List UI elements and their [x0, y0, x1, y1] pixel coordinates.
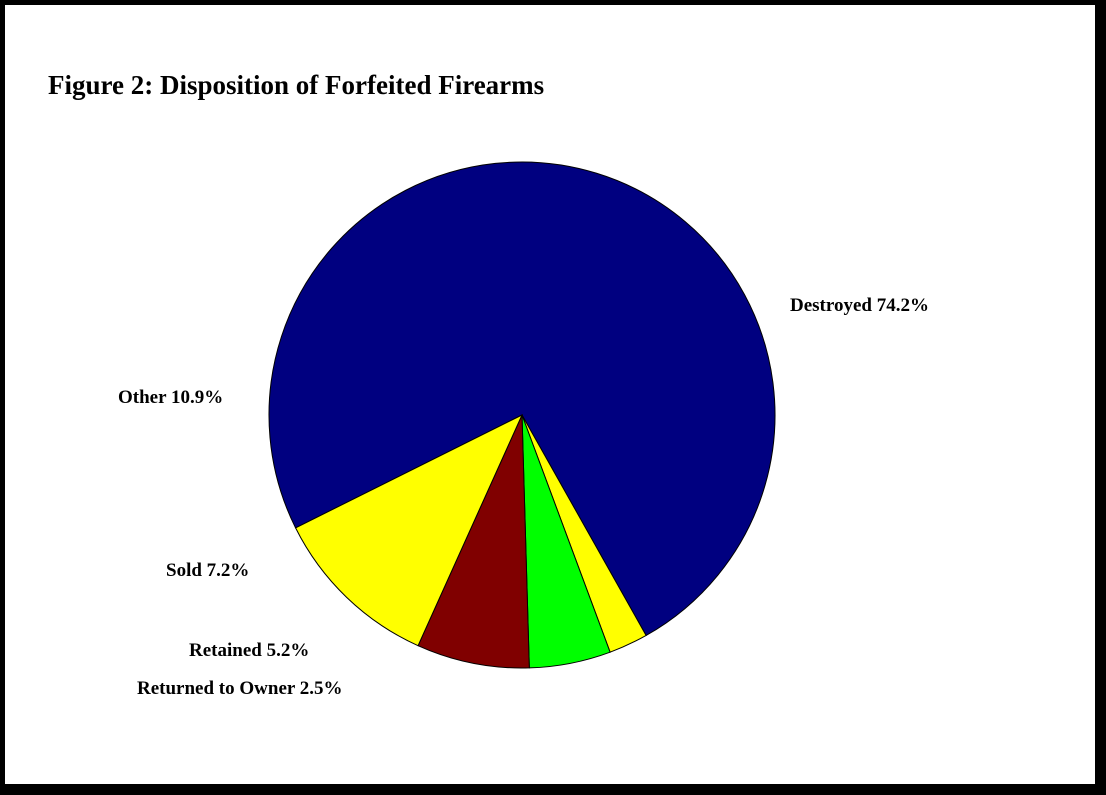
- slice-label-destroyed: Destroyed 74.2%: [790, 295, 929, 316]
- slice-label-sold: Sold 7.2%: [166, 560, 249, 581]
- pie-slice-sold: [417, 414, 530, 669]
- slice-label-other: Other 10.9%: [118, 387, 223, 408]
- chart-title: Figure 2: Disposition of Forfeited Firea…: [48, 70, 545, 100]
- pie-slice-other: [294, 413, 524, 647]
- pie-slice-destroyed: [268, 161, 776, 637]
- slice-label-retained: Retained 5.2%: [189, 640, 309, 661]
- pie-slices: [268, 161, 776, 669]
- slice-label-returned-to-owner: Returned to Owner 2.5%: [137, 678, 342, 699]
